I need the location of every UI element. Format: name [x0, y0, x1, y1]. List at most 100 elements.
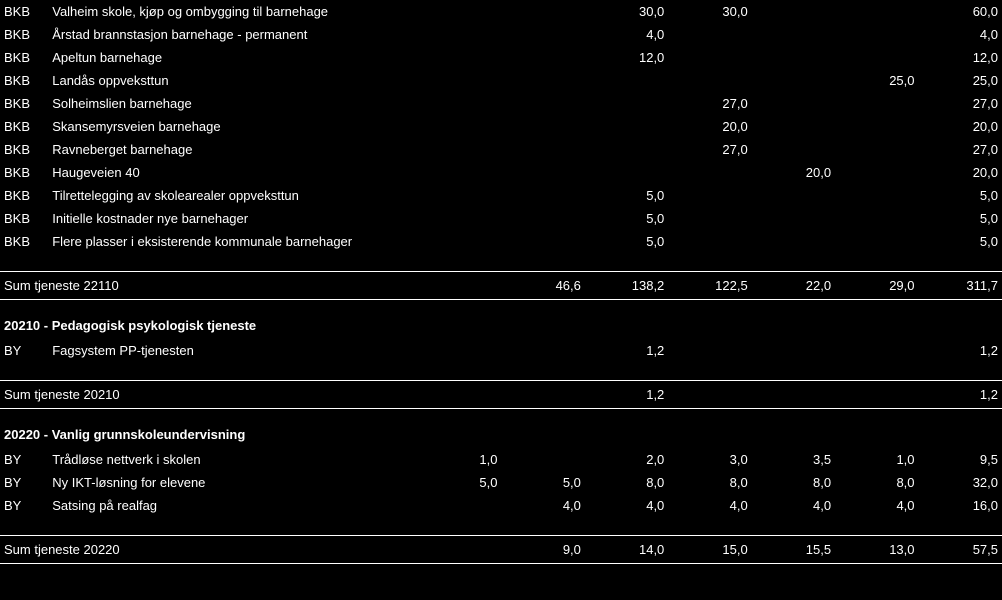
table-row: BYSatsing på realfag4,04,04,04,04,016,0: [0, 494, 1002, 517]
row-desc: Satsing på realfag: [48, 494, 418, 517]
value-cell: [501, 0, 584, 23]
value-cell: [835, 0, 918, 23]
value-cell: 9,5: [919, 448, 1002, 471]
value-cell: [668, 207, 751, 230]
value-cell: 20,0: [668, 115, 751, 138]
value-cell: [501, 230, 584, 253]
value-cell: 5,0: [919, 207, 1002, 230]
value-cell: 4,0: [585, 494, 668, 517]
row-code: BY: [0, 494, 48, 517]
row-desc: Ravneberget barnehage: [48, 138, 418, 161]
value-cell: [418, 230, 501, 253]
value-cell: [668, 23, 751, 46]
table-row: BYNy IKT-løsning for elevene5,05,08,08,0…: [0, 471, 1002, 494]
value-cell: 8,0: [752, 471, 835, 494]
value-cell: 13,0: [835, 536, 918, 564]
value-cell: [668, 381, 751, 409]
section-header: 20220 - Vanlig grunnskoleundervisning: [0, 409, 1002, 449]
value-cell: [752, 69, 835, 92]
section-header: 20210 - Pedagogisk psykologisk tjeneste: [0, 300, 1002, 340]
value-cell: [418, 69, 501, 92]
value-cell: 46,6: [501, 272, 584, 300]
value-cell: 12,0: [919, 46, 1002, 69]
row-code: BKB: [0, 161, 48, 184]
value-cell: 311,7: [919, 272, 1002, 300]
value-cell: [418, 161, 501, 184]
value-cell: 16,0: [919, 494, 1002, 517]
value-cell: 32,0: [919, 471, 1002, 494]
row-desc: Initielle kostnader nye barnehager: [48, 207, 418, 230]
value-cell: 27,0: [919, 138, 1002, 161]
value-cell: [752, 339, 835, 362]
value-cell: [835, 92, 918, 115]
value-cell: [418, 184, 501, 207]
value-cell: 5,0: [501, 471, 584, 494]
value-cell: [668, 230, 751, 253]
value-cell: [501, 23, 584, 46]
value-cell: 1,2: [585, 339, 668, 362]
table-row: BYFagsystem PP-tjenesten1,21,2: [0, 339, 1002, 362]
value-cell: [418, 138, 501, 161]
value-cell: [752, 381, 835, 409]
table-row: BKBLandås oppveksttun25,025,0: [0, 69, 1002, 92]
value-cell: [501, 69, 584, 92]
value-cell: [835, 46, 918, 69]
value-cell: [418, 536, 501, 564]
value-cell: 8,0: [585, 471, 668, 494]
row-code: BKB: [0, 184, 48, 207]
value-cell: 4,0: [835, 494, 918, 517]
row-code: BKB: [0, 92, 48, 115]
row-desc: Valheim skole, kjøp og ombygging til bar…: [48, 0, 418, 23]
value-cell: [752, 184, 835, 207]
value-cell: [418, 23, 501, 46]
value-cell: [418, 494, 501, 517]
row-desc: Tilrettelegging av skolearealer oppvekst…: [48, 184, 418, 207]
value-cell: [418, 92, 501, 115]
value-cell: 5,0: [919, 230, 1002, 253]
value-cell: [668, 161, 751, 184]
value-cell: [501, 207, 584, 230]
table-row: BKBValheim skole, kjøp og ombygging til …: [0, 0, 1002, 23]
value-cell: 27,0: [668, 92, 751, 115]
value-cell: 20,0: [752, 161, 835, 184]
value-cell: [585, 115, 668, 138]
value-cell: [752, 0, 835, 23]
value-cell: 4,0: [752, 494, 835, 517]
value-cell: [668, 339, 751, 362]
value-cell: [418, 115, 501, 138]
table-row: BKBÅrstad brannstasjon barnehage - perma…: [0, 23, 1002, 46]
value-cell: 4,0: [501, 494, 584, 517]
value-cell: [501, 46, 584, 69]
value-cell: [418, 0, 501, 23]
value-cell: 2,0: [585, 448, 668, 471]
row-code: BKB: [0, 0, 48, 23]
value-cell: 5,0: [919, 184, 1002, 207]
row-code: BKB: [0, 138, 48, 161]
table-row: BKBTilrettelegging av skolearealer oppve…: [0, 184, 1002, 207]
section-title: 20210 - Pedagogisk psykologisk tjeneste: [0, 300, 1002, 340]
value-cell: 20,0: [919, 115, 1002, 138]
value-cell: 122,5: [668, 272, 751, 300]
value-cell: [668, 69, 751, 92]
value-cell: [501, 138, 584, 161]
value-cell: [418, 46, 501, 69]
value-cell: 20,0: [919, 161, 1002, 184]
value-cell: 1,2: [919, 339, 1002, 362]
value-cell: 1,2: [585, 381, 668, 409]
value-cell: [752, 230, 835, 253]
value-cell: [752, 23, 835, 46]
value-cell: 29,0: [835, 272, 918, 300]
value-cell: [501, 92, 584, 115]
value-cell: [835, 339, 918, 362]
value-cell: [752, 92, 835, 115]
row-desc: Solheimslien barnehage: [48, 92, 418, 115]
row-code: BKB: [0, 23, 48, 46]
value-cell: [835, 161, 918, 184]
value-cell: 8,0: [835, 471, 918, 494]
row-desc: Landås oppveksttun: [48, 69, 418, 92]
value-cell: [501, 161, 584, 184]
value-cell: [835, 207, 918, 230]
value-cell: 1,2: [919, 381, 1002, 409]
value-cell: 8,0: [668, 471, 751, 494]
sum-label: Sum tjeneste 20210: [0, 381, 418, 409]
